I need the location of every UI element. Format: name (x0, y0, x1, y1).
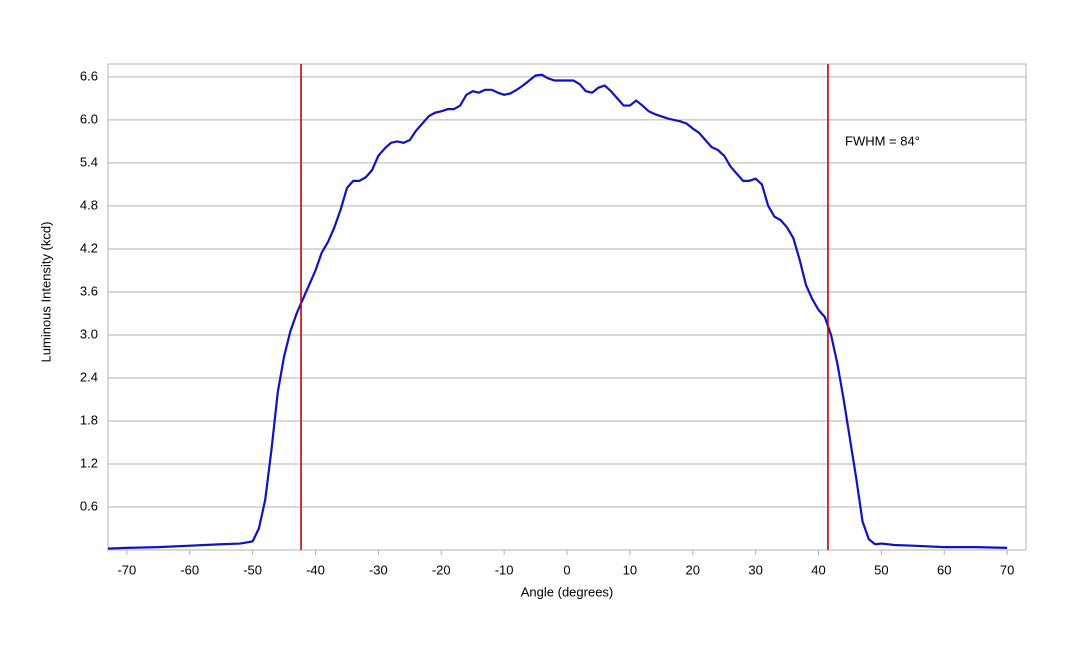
x-tick-label: -30 (369, 562, 388, 577)
x-tick-label: 10 (623, 562, 637, 577)
y-tick-label: 0.6 (80, 498, 98, 513)
y-tick-label: 3.6 (80, 283, 98, 298)
x-axis-label: Angle (degrees) (521, 584, 614, 599)
x-tick-label: -10 (495, 562, 514, 577)
x-tick-label: -70 (117, 562, 136, 577)
x-tick-label: -50 (243, 562, 262, 577)
plot-area (107, 63, 1027, 551)
data-line (107, 73, 1008, 550)
y-axis-label: Luminous Intensity (kcd) (38, 222, 53, 363)
y-tick-label: 2.4 (80, 369, 98, 384)
x-tick-label: 20 (686, 562, 700, 577)
y-tick-label: 4.8 (80, 197, 98, 212)
y-tick-label: 3.0 (80, 326, 98, 341)
x-tick-label: 60 (937, 562, 951, 577)
x-tick-label: -20 (432, 562, 451, 577)
annotation: FWHM = 84° (845, 133, 920, 148)
y-tick-label: 6.0 (80, 111, 98, 126)
y-tick-label: 4.2 (80, 240, 98, 255)
x-tick-label: -40 (306, 562, 325, 577)
x-tick-label: 0 (563, 562, 570, 577)
y-tick-label: 1.2 (80, 455, 98, 470)
y-tick-label: 6.6 (80, 68, 98, 83)
x-tick-label: 40 (811, 562, 825, 577)
x-tick-label: 30 (748, 562, 762, 577)
x-tick-label: 70 (1000, 562, 1014, 577)
x-tick-label: 50 (874, 562, 888, 577)
y-tick-label: 1.8 (80, 412, 98, 427)
y-tick-label: 5.4 (80, 154, 98, 169)
x-tick-label: -60 (180, 562, 199, 577)
